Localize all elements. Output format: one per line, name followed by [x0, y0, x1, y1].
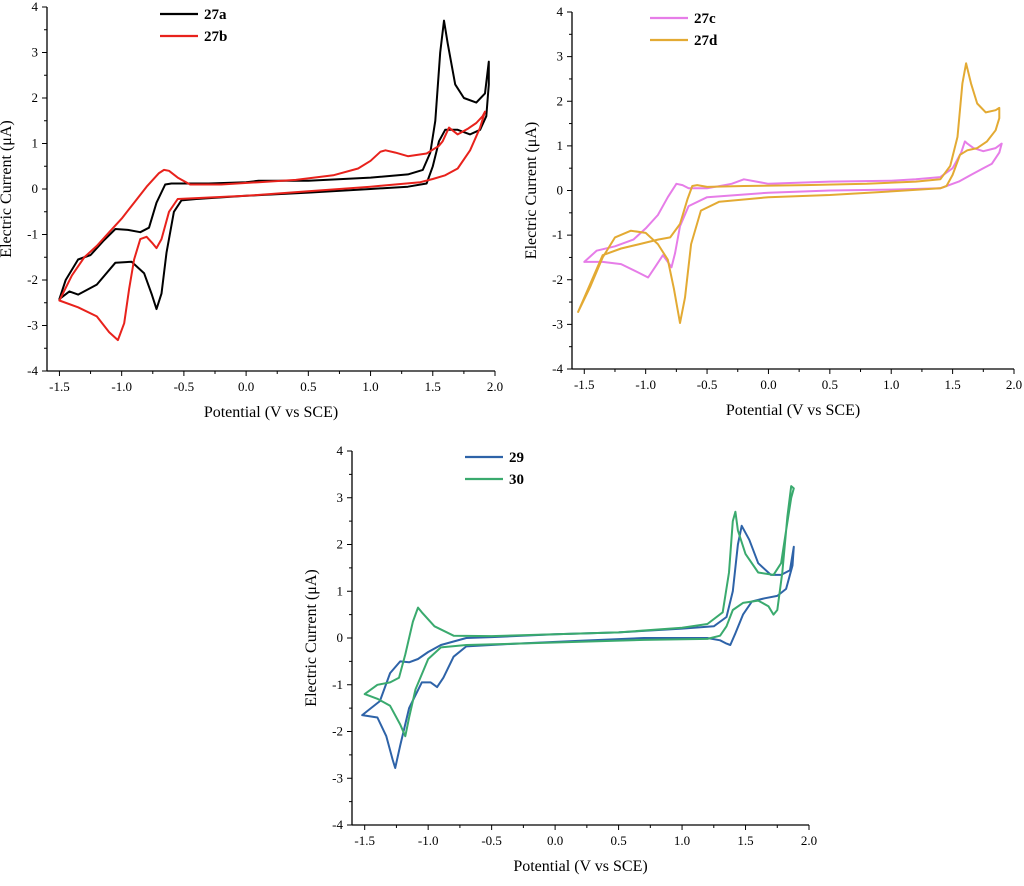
- x-tick-label: -1.5: [354, 833, 375, 848]
- chart-panel: -1.5 -1.0 -0.5 0.0 0.5 1.0 1.5 2.0 -4 -3 -2 -1 0 1 2 3 4…: [303, 443, 817, 875]
- y-tick-label: 3: [337, 490, 344, 505]
- x-tick-label: 1.0: [883, 377, 899, 392]
- chart-panel: -1.5 -1.0 -0.5 0.0 0.5 1.0 1.5 2.0 -4 -3 -2 -1 0 1 2 3 4…: [523, 4, 1022, 419]
- x-tick-label: 1.5: [944, 377, 960, 392]
- y-tick-label: 4: [337, 443, 344, 458]
- x-tick-label: -1.0: [635, 377, 656, 392]
- y-tick-label: -1: [332, 677, 343, 692]
- x-axis-title: Potential (V vs SCE): [513, 858, 647, 875]
- legend-label-29: 29: [509, 450, 524, 466]
- x-tick-label: 0.5: [822, 377, 838, 392]
- y-tick-label: -2: [552, 272, 563, 287]
- y-tick-label: -1: [27, 227, 38, 242]
- x-tick-label: -0.5: [174, 379, 195, 394]
- chart-panel: -1.5 -1.0 -0.5 0.0 0.5 1.0 1.5 2.0 -4 -3 -2 -1 0 1 2 3 4…: [0, 0, 503, 421]
- y-tick-label: 4: [32, 0, 39, 14]
- x-tick-label: 2.0: [801, 833, 817, 848]
- x-tick-label: -1.0: [418, 833, 439, 848]
- legend-label-30: 30: [509, 472, 524, 488]
- x-axis-title: Potential (V vs SCE): [726, 402, 860, 419]
- legend-label-27a: 27a: [204, 7, 227, 23]
- y-tick-label: -3: [27, 318, 38, 333]
- x-tick-label: 1.0: [362, 379, 378, 394]
- y-tick-label: 0: [337, 630, 344, 645]
- y-tick-label: -4: [552, 361, 563, 376]
- x-tick-label: 0.0: [547, 833, 563, 848]
- y-tick-label: 1: [557, 138, 564, 153]
- x-tick-label: 0.5: [300, 379, 316, 394]
- y-tick-label: 0: [32, 181, 39, 196]
- legend-label-27c: 27c: [694, 11, 716, 27]
- y-tick-label: -2: [332, 724, 343, 739]
- y-tick-label: 2: [337, 537, 344, 552]
- x-tick-label: 1.0: [674, 833, 690, 848]
- series-line-27c: [583, 140, 1003, 279]
- y-tick-label: 3: [557, 49, 564, 64]
- series-line-30: [363, 485, 795, 738]
- series-line-27d: [577, 62, 1001, 324]
- series-line-27b: [58, 110, 486, 342]
- x-tick-label: 0.5: [610, 833, 626, 848]
- y-tick-label: 1: [337, 583, 344, 598]
- y-axis-title: Electric Current (μA): [523, 122, 540, 259]
- y-tick-label: 0: [557, 183, 564, 198]
- legend-label-27d: 27d: [694, 33, 718, 49]
- x-tick-label: 1.5: [737, 833, 753, 848]
- x-tick-label: 2.0: [487, 379, 503, 394]
- x-axis-title: Potential (V vs SCE): [204, 404, 338, 421]
- x-tick-label: -1.0: [111, 379, 132, 394]
- y-axis-title: Electric Current (μA): [303, 569, 320, 706]
- y-tick-label: -2: [27, 272, 38, 287]
- x-tick-label: 0.0: [760, 377, 776, 392]
- legend-label-27b: 27b: [204, 29, 227, 45]
- x-tick-label: 0.0: [238, 379, 254, 394]
- series-line-29: [361, 524, 795, 769]
- x-tick-label: -0.5: [697, 377, 718, 392]
- y-tick-label: 4: [557, 4, 564, 19]
- x-tick-label: 1.5: [425, 379, 441, 394]
- y-tick-label: -3: [332, 770, 343, 785]
- y-tick-label: 1: [32, 136, 39, 151]
- y-tick-label: -4: [27, 363, 38, 378]
- y-tick-label: -3: [552, 316, 563, 331]
- y-tick-label: 3: [32, 45, 39, 60]
- y-tick-label: 2: [557, 93, 564, 108]
- x-tick-label: -1.5: [49, 379, 70, 394]
- x-tick-label: -1.5: [574, 377, 595, 392]
- y-axis-title: Electric Current (μA): [0, 120, 15, 257]
- y-tick-label: -1: [552, 227, 563, 242]
- x-tick-label: -0.5: [481, 833, 502, 848]
- x-tick-label: 2.0: [1006, 377, 1022, 392]
- y-tick-label: 2: [32, 90, 39, 105]
- y-tick-label: -4: [332, 817, 343, 832]
- series-line-27a: [58, 19, 490, 311]
